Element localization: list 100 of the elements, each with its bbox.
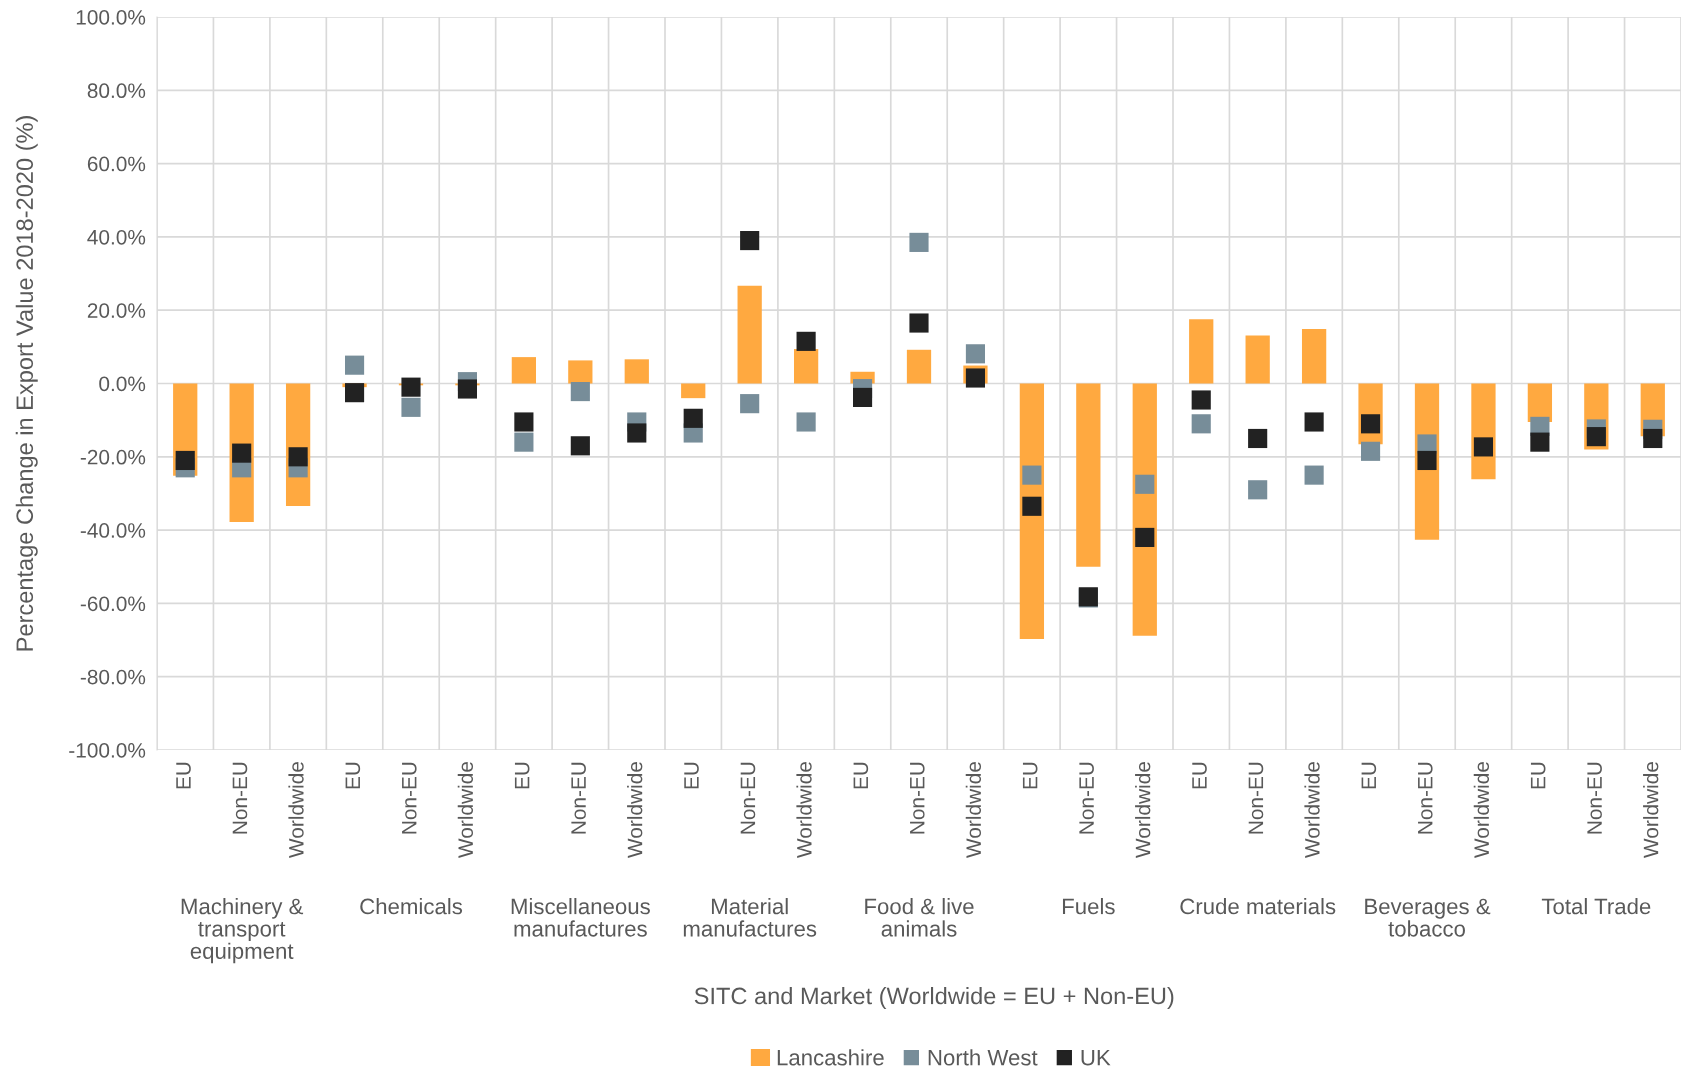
bar <box>681 383 706 399</box>
y-tick-label: 80.0% <box>87 83 146 99</box>
point <box>1022 465 1042 485</box>
bar <box>1076 383 1101 567</box>
point <box>683 408 703 428</box>
x-tick-label: EU <box>176 762 191 789</box>
point <box>796 412 816 432</box>
x-tick-label: Worldwide <box>1135 762 1151 858</box>
point <box>1360 441 1381 461</box>
x-tick-label: Non-EU <box>1248 762 1264 834</box>
legend-label: UK <box>1081 1050 1111 1066</box>
y-tick-label: 100.0% <box>76 10 146 25</box>
text: Crude materials <box>1180 898 1336 915</box>
y-tick-label: 20.0% <box>87 303 146 318</box>
y-tick-label: 0.0% <box>99 376 146 392</box>
y-tick-label: 40.0% <box>87 229 146 245</box>
x-tick-label: EU <box>1361 762 1377 789</box>
x-tick-label: Non-EU <box>232 762 248 834</box>
point <box>965 344 986 364</box>
text: Material manufactures <box>683 898 817 937</box>
point <box>909 232 929 252</box>
y-tick-label: -20.0% <box>80 449 146 465</box>
x-tick-label: EU <box>1192 762 1207 789</box>
point <box>965 368 986 388</box>
bar <box>511 357 537 384</box>
x-tick-label: Worldwide <box>288 762 304 858</box>
x-tick-label: EU <box>1022 762 1038 789</box>
point <box>1248 428 1268 449</box>
bar <box>1301 328 1327 384</box>
text: Machinery & transport equipment <box>181 898 304 964</box>
legend-label: North West <box>928 1049 1038 1066</box>
point <box>1191 414 1211 434</box>
point <box>740 230 760 251</box>
x-tick-label: EU <box>345 762 361 789</box>
x-tick-label: Non-EU <box>571 762 586 834</box>
bar <box>906 349 932 384</box>
point <box>1191 390 1211 410</box>
bar <box>1245 335 1270 384</box>
point <box>514 412 534 432</box>
bar <box>1189 319 1214 384</box>
point <box>288 447 308 467</box>
x-tick-label: Non-EU <box>1587 762 1602 834</box>
point <box>1417 450 1437 471</box>
point <box>1304 465 1324 485</box>
point <box>344 383 365 403</box>
x-tick-label: Non-EU <box>1418 762 1433 834</box>
text: Food & live animals <box>865 898 974 937</box>
x-tick-label: Non-EU <box>910 762 925 834</box>
text: Chemicals <box>360 898 463 915</box>
point <box>401 377 421 397</box>
x-tick-label: EU <box>1530 762 1546 789</box>
x-tick-label: Worldwide <box>965 762 982 858</box>
point <box>1135 474 1155 494</box>
text: Miscellaneous manufactures <box>511 898 650 937</box>
x-tick-label: Worldwide <box>796 762 812 858</box>
point <box>1304 412 1324 432</box>
point <box>1135 527 1155 547</box>
bar <box>624 359 649 384</box>
x-tick-label: EU <box>853 762 869 789</box>
legend-label: Lancashire <box>777 1049 884 1066</box>
y-tick-label: 60.0% <box>87 156 146 172</box>
x-tick-label: Worldwide <box>627 762 643 858</box>
y-tick-label: -60.0% <box>80 596 146 612</box>
point <box>1473 437 1494 457</box>
bar <box>793 349 819 384</box>
point <box>344 355 365 375</box>
x-tick-label: Non-EU <box>1079 762 1094 834</box>
point <box>1022 496 1042 516</box>
x-tick-label: EU <box>684 762 699 789</box>
point <box>740 394 760 414</box>
y-tick-label: -80.0% <box>80 669 146 685</box>
point <box>1248 480 1268 500</box>
y-axis-title: Percentage Change in Export Value 2018-2020 (%) <box>15 116 38 651</box>
point <box>514 432 534 452</box>
text: Fuels <box>1062 898 1115 915</box>
y-tick-label: -100.0% <box>69 743 146 758</box>
point <box>1530 432 1550 452</box>
point <box>627 423 647 443</box>
point <box>796 331 816 351</box>
text: SITC and Market (Worldwide = EU + Non-EU) <box>694 986 1174 1009</box>
bar <box>737 285 762 384</box>
point <box>401 397 421 417</box>
point <box>909 313 929 333</box>
point <box>175 450 195 471</box>
x-tick-label: Worldwide <box>1643 762 1659 858</box>
y-tick-label: -40.0% <box>80 523 146 538</box>
point <box>570 381 590 402</box>
point <box>232 443 252 463</box>
x-tick-label: Worldwide <box>457 762 474 858</box>
point <box>1643 428 1663 449</box>
x-tick-label: Non-EU <box>740 762 756 834</box>
x-tick-label: Non-EU <box>402 762 417 834</box>
x-tick-label: Worldwide <box>1304 762 1320 858</box>
x-tick-label: EU <box>514 762 530 789</box>
point <box>457 379 478 399</box>
point <box>1586 427 1606 447</box>
text: Beverages & tobacco <box>1365 898 1491 937</box>
x-tick-label: Worldwide <box>1473 762 1490 858</box>
text: Total Trade <box>1541 898 1651 915</box>
point <box>570 436 590 456</box>
